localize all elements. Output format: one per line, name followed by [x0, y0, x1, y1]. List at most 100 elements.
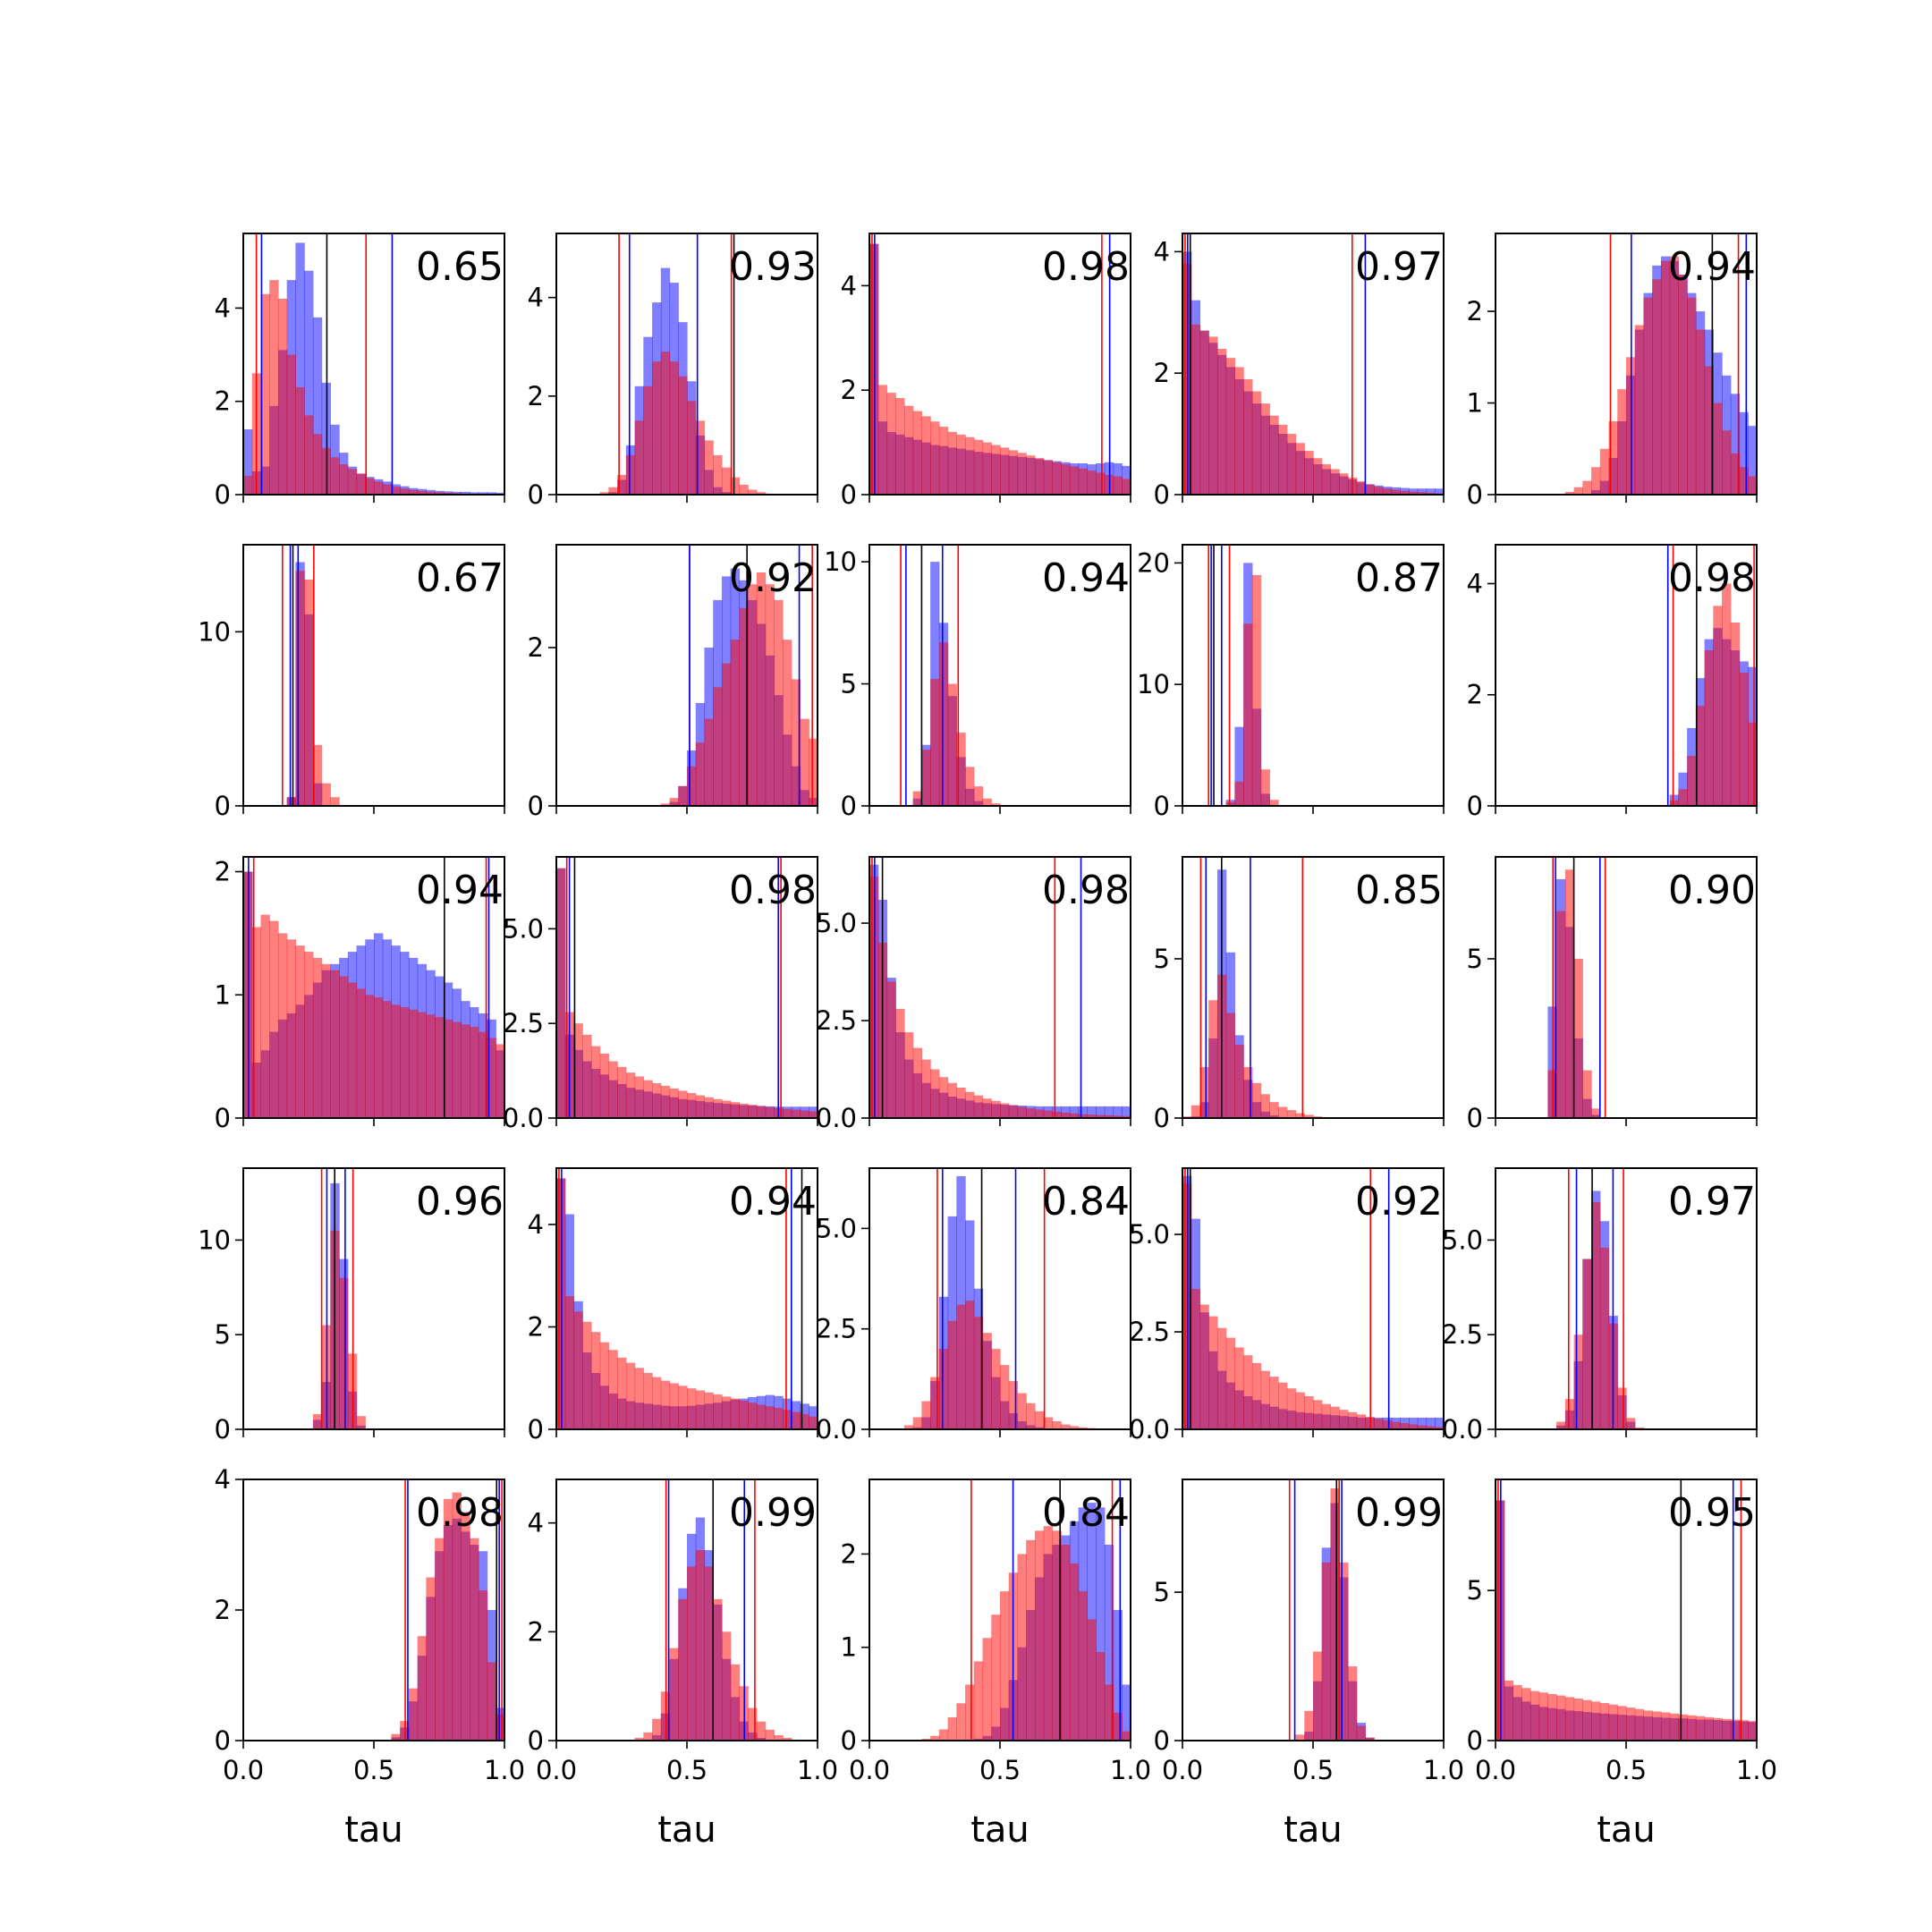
- red-histogram-bar: [304, 952, 314, 1118]
- red-histogram-bar: [921, 1401, 931, 1429]
- red-histogram-bar: [886, 981, 896, 1118]
- red-histogram-bar: [1374, 1419, 1384, 1429]
- red-histogram-bar: [1078, 468, 1088, 495]
- y-tick-label: 2.5: [1129, 1317, 1170, 1347]
- blue-histogram-bar: [1096, 1106, 1106, 1118]
- x-tick-label: 1.0: [1736, 1755, 1777, 1785]
- red-histogram-bar: [669, 1383, 679, 1429]
- red-histogram-bar: [391, 487, 401, 495]
- red-histogram-bar: [582, 1321, 592, 1429]
- y-tick-label: 0: [841, 479, 857, 510]
- blue-histogram-bar: [1435, 488, 1444, 495]
- y-tick-label: 4: [1154, 236, 1170, 267]
- red-histogram-bar: [1052, 1421, 1062, 1429]
- red-histogram-bar: [304, 415, 314, 495]
- red-histogram-bar: [1104, 1684, 1114, 1741]
- red-histogram-bar: [1113, 1712, 1123, 1741]
- red-histogram-bar: [748, 584, 758, 806]
- blue-histogram-bar: [478, 492, 488, 495]
- red-histogram-bar: [1634, 1708, 1645, 1741]
- red-histogram-bar: [426, 491, 436, 495]
- red-histogram-bar: [1669, 1713, 1679, 1741]
- red-histogram-bar: [756, 1721, 767, 1741]
- red-histogram-bar: [1113, 1115, 1123, 1118]
- red-histogram-bar: [1000, 1365, 1010, 1429]
- red-histogram-bar: [678, 785, 688, 806]
- red-histogram-bar: [800, 718, 809, 806]
- red-histogram-bar: [695, 1095, 706, 1118]
- y-tick-label: 0.0: [1129, 1414, 1170, 1445]
- red-histogram-bar: [1591, 1108, 1601, 1118]
- red-histogram-bar: [1034, 458, 1045, 495]
- red-histogram-bar: [1521, 1688, 1531, 1741]
- y-tick-label: 5.0: [816, 1213, 857, 1243]
- red-histogram-bar: [695, 742, 706, 806]
- red-histogram-bar: [590, 1046, 601, 1118]
- red-histogram-bar: [982, 442, 992, 495]
- x-axis-label: tau: [1284, 1809, 1343, 1851]
- x-axis-label: tau: [657, 1809, 716, 1851]
- red-histogram-bar: [783, 1410, 792, 1429]
- red-histogram-bar: [921, 750, 931, 806]
- red-histogram-bar: [1008, 1381, 1019, 1429]
- x-tick-label: 0.5: [979, 1755, 1021, 1785]
- red-histogram-bar: [903, 1425, 914, 1429]
- panel-4-4: 0.0 2.5 5.0 0.92: [1129, 1167, 1445, 1445]
- x-tick-label: 0.0: [223, 1755, 264, 1785]
- red-histogram-bar: [1573, 487, 1583, 495]
- red-histogram-bar: [1739, 672, 1749, 806]
- panel-value-label: 0.90: [1668, 868, 1756, 913]
- panel-value-label: 0.93: [729, 244, 817, 290]
- red-histogram-bar: [1017, 1554, 1027, 1741]
- panel-value-label: 0.67: [416, 555, 504, 601]
- x-tick-label: 0.0: [1475, 1755, 1516, 1785]
- red-histogram-bar: [269, 280, 279, 495]
- red-histogram-bar: [339, 464, 349, 495]
- y-tick-label: 0.0: [503, 1103, 544, 1133]
- red-histogram-bar: [1078, 1114, 1088, 1118]
- red-histogram-bar: [965, 1684, 975, 1741]
- y-tick-label: 2: [1154, 358, 1170, 388]
- red-histogram-bar: [1530, 1690, 1540, 1741]
- red-histogram-bar: [965, 436, 975, 495]
- red-histogram-bar: [1626, 1418, 1636, 1429]
- red-histogram-bar: [417, 490, 427, 495]
- panel-value-label: 0.98: [1042, 244, 1130, 290]
- red-histogram-bar: [921, 416, 931, 495]
- red-histogram-bar: [356, 1416, 366, 1429]
- x-tick-label: 0.5: [666, 1755, 708, 1785]
- red-histogram-bar: [295, 945, 305, 1118]
- red-histogram-bar: [1260, 403, 1270, 495]
- panel-1-2: 0 2 4 0.93: [528, 233, 818, 510]
- y-tick-label: 2: [1467, 296, 1483, 326]
- y-tick-label: 0: [1467, 1103, 1483, 1133]
- panel-1-5: 0 1 2 0.94: [1467, 233, 1758, 510]
- red-histogram-bar: [921, 1738, 931, 1741]
- red-histogram-bar: [678, 376, 688, 495]
- red-histogram-bar: [739, 1103, 749, 1118]
- red-histogram-bar: [1017, 1393, 1027, 1429]
- red-histogram-bar: [443, 492, 453, 495]
- y-tick-label: 1: [841, 1632, 857, 1663]
- red-histogram-bar: [251, 927, 262, 1118]
- red-histogram-bar: [400, 1007, 410, 1118]
- red-histogram-bar: [1713, 606, 1723, 806]
- red-histogram-bar: [956, 1703, 966, 1741]
- panel-plot-area: [1564, 233, 1757, 495]
- panel-value-label: 0.96: [416, 1179, 504, 1224]
- red-histogram-bar: [1034, 1411, 1045, 1429]
- panel-value-label: 0.94: [1668, 244, 1756, 290]
- red-histogram-bar: [947, 431, 957, 495]
- panel-5-2: 0 2 4 0.0 0.5 1.0 0.99 tau: [528, 1479, 838, 1851]
- red-histogram-bar: [973, 1095, 984, 1118]
- red-histogram-bar: [330, 970, 340, 1118]
- panel-plot-area: [1547, 857, 1606, 1118]
- panel-value-label: 0.99: [729, 1490, 817, 1536]
- red-histogram-bar: [330, 797, 340, 806]
- red-histogram-bar: [391, 1733, 401, 1741]
- red-histogram-bar: [1034, 1109, 1045, 1118]
- red-histogram-bar: [930, 421, 940, 495]
- red-histogram-bar: [321, 963, 331, 1118]
- x-tick-label: 0.0: [1162, 1755, 1203, 1785]
- red-histogram-bar: [391, 1004, 401, 1118]
